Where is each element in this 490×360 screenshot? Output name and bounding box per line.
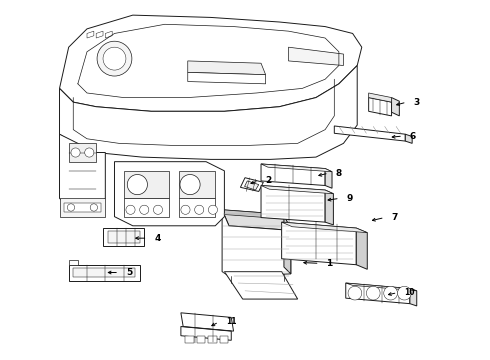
Circle shape xyxy=(367,286,380,300)
Circle shape xyxy=(90,204,98,211)
Text: 1: 1 xyxy=(326,259,333,268)
Polygon shape xyxy=(115,162,224,226)
Circle shape xyxy=(208,205,218,214)
Polygon shape xyxy=(123,198,170,217)
Polygon shape xyxy=(224,271,297,299)
Polygon shape xyxy=(261,164,332,172)
Polygon shape xyxy=(208,336,217,343)
Polygon shape xyxy=(69,143,96,162)
Polygon shape xyxy=(59,66,357,159)
Text: 10: 10 xyxy=(404,288,415,297)
Polygon shape xyxy=(178,198,215,217)
Text: 2: 2 xyxy=(266,176,272,185)
Text: 11: 11 xyxy=(226,318,236,327)
Circle shape xyxy=(71,148,80,157)
Circle shape xyxy=(97,41,132,76)
Circle shape xyxy=(126,205,135,214)
Polygon shape xyxy=(222,210,284,219)
Polygon shape xyxy=(334,126,405,141)
Polygon shape xyxy=(356,228,368,269)
Polygon shape xyxy=(188,72,266,84)
Circle shape xyxy=(180,175,200,195)
Circle shape xyxy=(397,286,411,300)
Polygon shape xyxy=(64,203,101,212)
Text: 6: 6 xyxy=(410,131,416,140)
Polygon shape xyxy=(410,289,416,306)
Polygon shape xyxy=(69,265,140,281)
Polygon shape xyxy=(222,210,291,230)
Polygon shape xyxy=(59,198,105,217)
Circle shape xyxy=(195,205,204,214)
Polygon shape xyxy=(87,31,94,38)
Polygon shape xyxy=(220,336,228,343)
Polygon shape xyxy=(284,214,291,274)
Polygon shape xyxy=(261,164,325,185)
Circle shape xyxy=(140,205,149,214)
Polygon shape xyxy=(103,228,144,246)
Polygon shape xyxy=(261,185,333,194)
Polygon shape xyxy=(197,336,205,343)
Polygon shape xyxy=(261,185,325,222)
Polygon shape xyxy=(368,98,392,116)
Polygon shape xyxy=(96,31,103,38)
Polygon shape xyxy=(178,171,215,198)
Polygon shape xyxy=(108,231,140,243)
Polygon shape xyxy=(241,178,263,192)
Text: 7: 7 xyxy=(392,213,398,222)
Text: 8: 8 xyxy=(336,168,342,177)
Circle shape xyxy=(103,47,126,70)
Polygon shape xyxy=(181,327,231,340)
Polygon shape xyxy=(346,283,416,291)
Text: 9: 9 xyxy=(346,194,353,203)
Circle shape xyxy=(384,286,397,300)
Polygon shape xyxy=(59,134,105,207)
Polygon shape xyxy=(188,61,266,75)
Polygon shape xyxy=(105,31,112,38)
Polygon shape xyxy=(123,171,170,198)
Polygon shape xyxy=(368,93,392,102)
Text: 5: 5 xyxy=(126,268,132,277)
Circle shape xyxy=(85,148,94,157)
Circle shape xyxy=(348,286,362,300)
Circle shape xyxy=(181,205,190,214)
Circle shape xyxy=(153,205,163,214)
Polygon shape xyxy=(74,268,135,277)
Polygon shape xyxy=(325,190,333,225)
Polygon shape xyxy=(405,134,412,143)
Circle shape xyxy=(127,175,147,195)
Polygon shape xyxy=(325,168,332,188)
Polygon shape xyxy=(185,336,194,343)
Polygon shape xyxy=(59,15,362,111)
Polygon shape xyxy=(69,260,78,265)
Polygon shape xyxy=(181,313,234,331)
Text: 4: 4 xyxy=(154,234,161,243)
Polygon shape xyxy=(222,210,291,276)
Polygon shape xyxy=(346,283,410,303)
Polygon shape xyxy=(282,222,368,233)
Polygon shape xyxy=(289,47,343,66)
Polygon shape xyxy=(392,98,399,116)
Polygon shape xyxy=(245,181,259,190)
Text: 3: 3 xyxy=(414,98,420,107)
Circle shape xyxy=(67,204,74,211)
Polygon shape xyxy=(282,222,356,265)
